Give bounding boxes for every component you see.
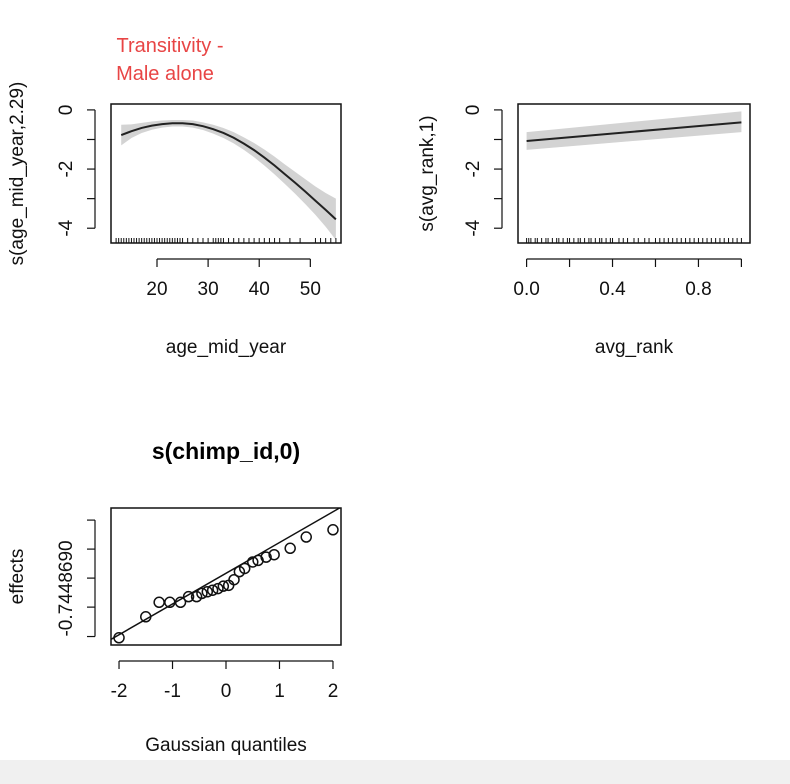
annotation-line-2: Male alone <box>116 63 214 85</box>
qq-point <box>201 586 214 598</box>
age-smooth-panel: 20 30 40 50 age_mid_year 0 -2 -4 s(age_mid_year,… <box>7 82 342 358</box>
y-axis-label: s(avg_rank,1) <box>417 115 438 231</box>
smooth-line <box>120 122 337 221</box>
bottom-strip <box>0 760 790 784</box>
x-tick-label: 40 <box>249 279 270 300</box>
x-axis-label: avg_rank <box>595 337 674 358</box>
x-axis-label: Gaussian quantiles <box>145 735 307 756</box>
chart-title: s(chimp_id,0) <box>152 438 300 464</box>
x-tick-label: 50 <box>300 279 321 300</box>
y-tick-label: 0 <box>56 105 77 116</box>
x-tick-label: 0.0 <box>513 279 539 300</box>
x-tick-label: 0 <box>221 681 232 702</box>
qq-point <box>174 596 187 609</box>
y-tick-label: -0.7448690 <box>56 540 77 636</box>
x-tick-label: -1 <box>164 681 181 702</box>
x-tick-label: 30 <box>198 279 219 300</box>
qq-point <box>206 584 219 596</box>
qq-point <box>140 611 152 623</box>
qq-point <box>113 631 125 644</box>
qq-point <box>217 580 230 592</box>
x-tick-label: 0.8 <box>685 279 711 300</box>
qq-point <box>327 524 339 536</box>
y-tick-label: -4 <box>56 219 77 236</box>
qq-point <box>212 582 224 595</box>
qq-point <box>246 556 259 568</box>
y-axis-label: s(age_mid_year,2.29) <box>7 82 28 266</box>
qq-point <box>228 573 240 586</box>
smooth-line <box>526 121 742 142</box>
x-tick-label: 20 <box>146 279 167 300</box>
reference-line <box>111 508 341 641</box>
qq-plot-panel: s(chimp_id,0) -2 -1 0 1 2 Gaussian quantiles -0… <box>7 438 342 756</box>
plot-frame <box>517 103 751 244</box>
qq-point <box>238 562 251 575</box>
confidence-band <box>526 111 742 150</box>
x-axis-label: age_mid_year <box>166 337 287 358</box>
y-tick-label: 0 <box>463 105 484 116</box>
qq-point <box>268 548 280 561</box>
qq-point <box>260 551 272 563</box>
x-tick-label: 2 <box>328 681 339 702</box>
y-axis-label: effects <box>7 549 28 605</box>
x-tick-label: 1 <box>274 681 285 702</box>
qq-point <box>182 590 195 603</box>
rank-smooth-panel: 0.0 0.4 0.8 avg_rank 0 -2 -4 s(avg_rank,1) <box>417 103 751 358</box>
qq-point <box>153 596 165 609</box>
x-tick-label: 0.4 <box>599 279 626 300</box>
y-tick-label: -2 <box>463 161 484 178</box>
qq-point <box>300 531 312 543</box>
y-tick-label: -2 <box>56 161 77 178</box>
x-tick-label: -2 <box>111 681 128 702</box>
y-tick-label: -4 <box>463 219 484 236</box>
plot-frame <box>110 507 342 646</box>
qq-point <box>196 587 208 600</box>
qq-point <box>284 542 296 555</box>
plot-frame <box>110 103 342 244</box>
confidence-band <box>121 119 336 241</box>
annotation-line-1: Transitivity - <box>116 35 223 57</box>
